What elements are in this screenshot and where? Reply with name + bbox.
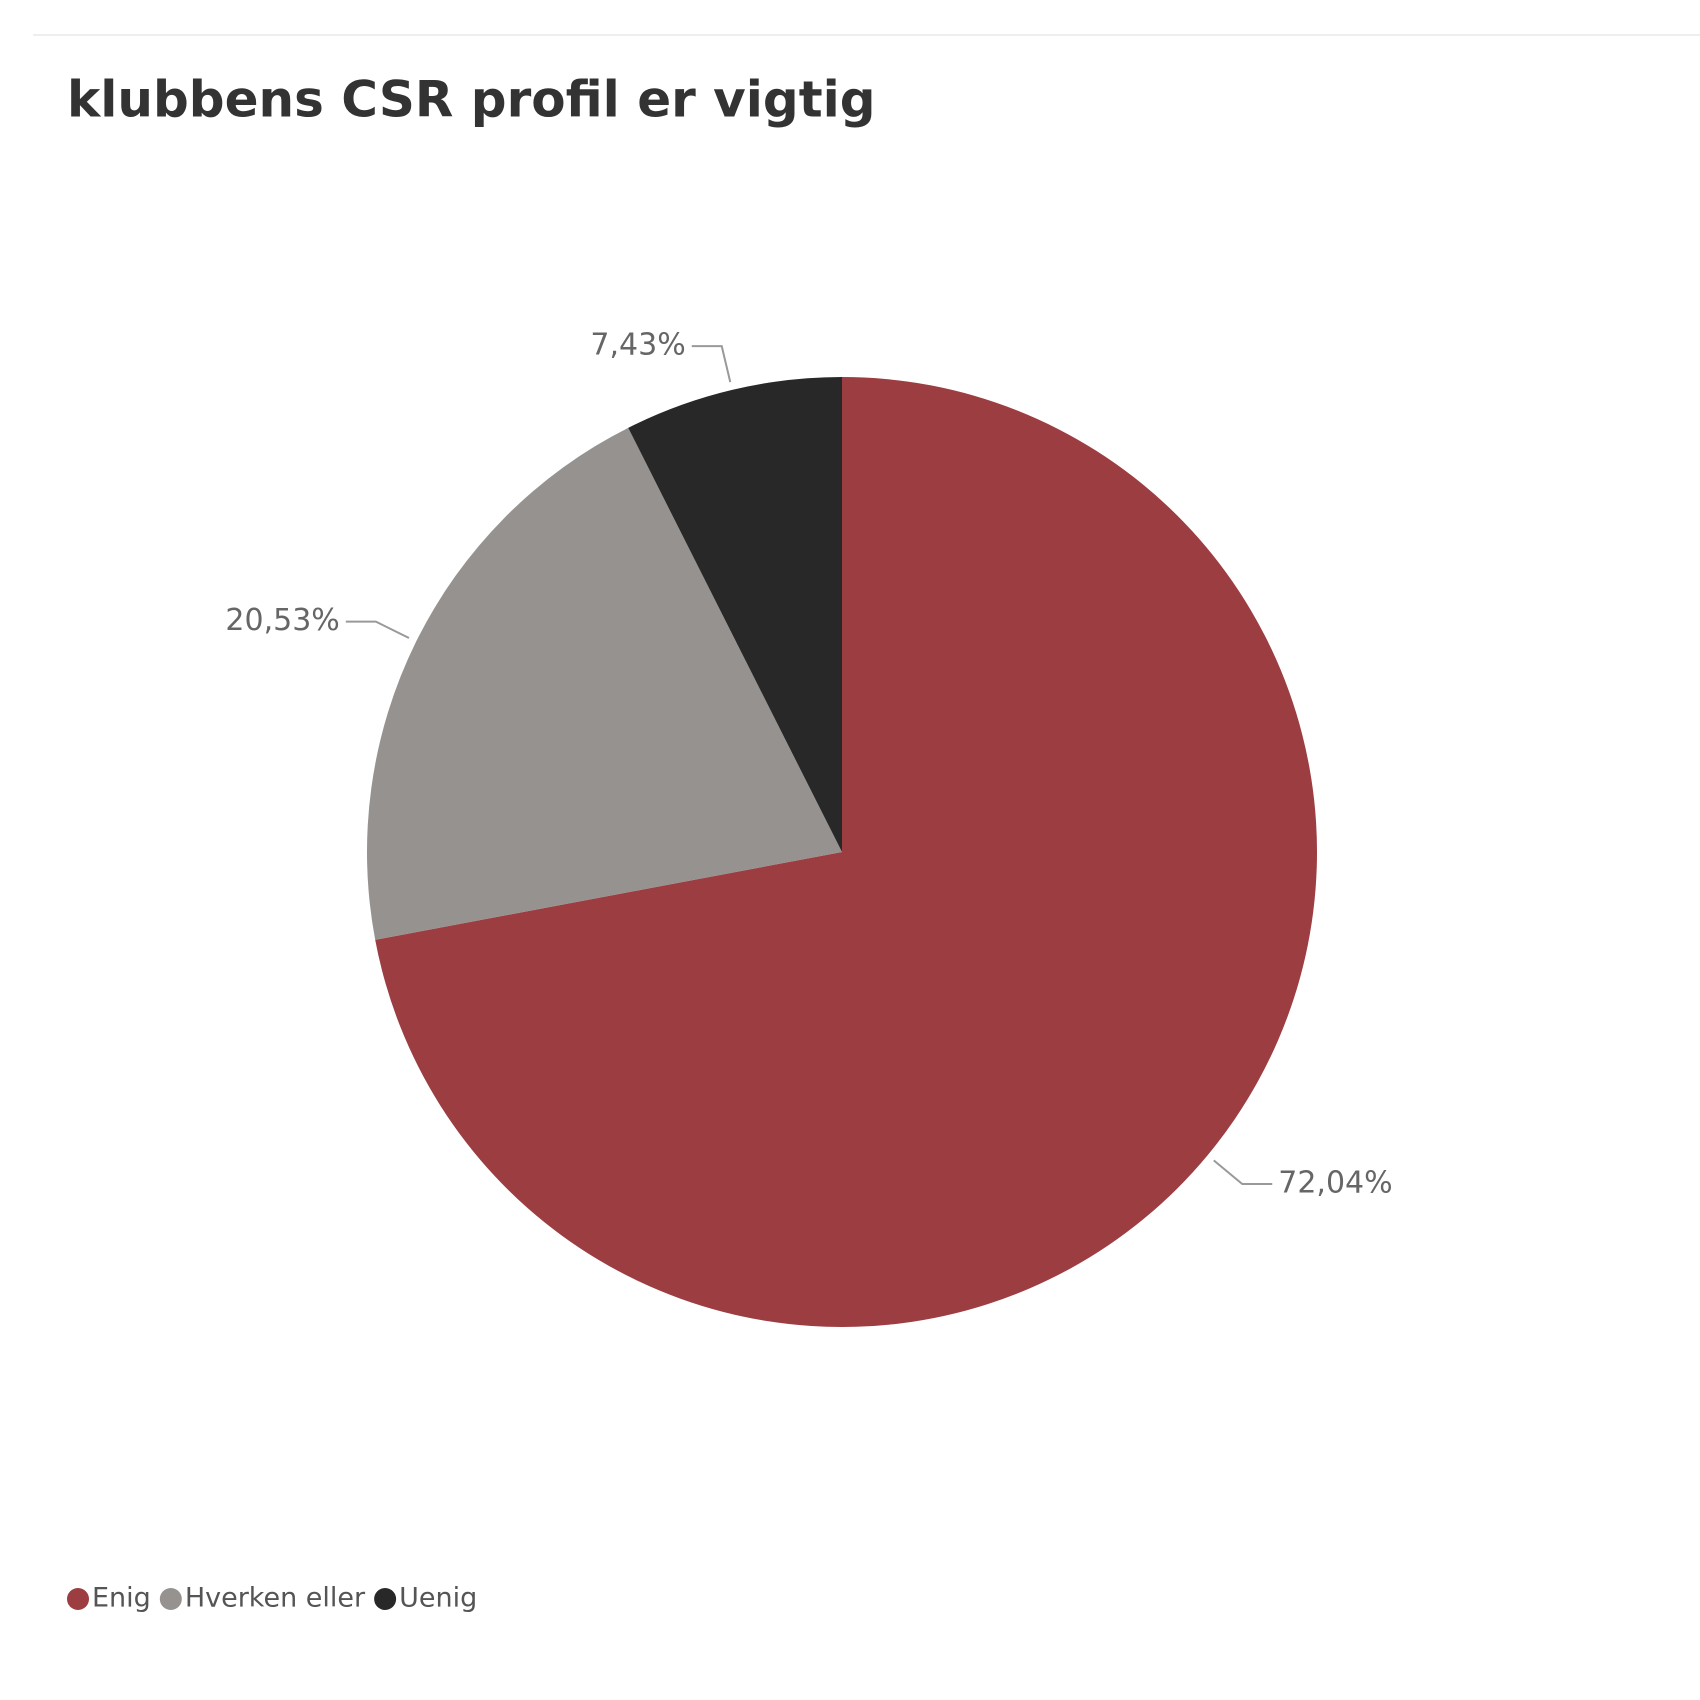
- leader-line: [345, 620, 410, 639]
- data-label: 7,43%: [590, 328, 685, 363]
- legend-marker: [159, 1588, 182, 1610]
- data-label: 72,04%: [1278, 1165, 1392, 1200]
- legend-label: Uenig: [399, 1583, 477, 1614]
- pie-slice: [375, 377, 1317, 1327]
- legend-marker: [374, 1588, 397, 1610]
- legend-label: Hverken eller: [185, 1583, 366, 1614]
- chart-title: klubbens CSR profil er vigtig: [67, 71, 876, 129]
- leader-line: [1213, 1159, 1273, 1185]
- leader-line: [691, 345, 732, 383]
- pie-slice: [628, 377, 842, 852]
- pie-slice: [366, 427, 842, 940]
- legend-marker: [67, 1588, 89, 1610]
- data-label: 20,53%: [225, 603, 339, 638]
- legend-label: Enig: [92, 1583, 151, 1614]
